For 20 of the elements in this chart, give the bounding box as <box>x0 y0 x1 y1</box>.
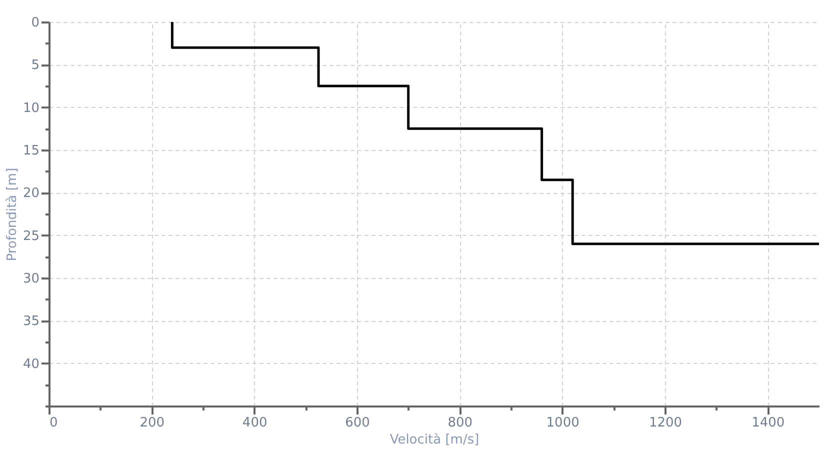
y-tick-label: 5 <box>31 58 40 74</box>
x-tick-label: 1400 <box>752 416 785 430</box>
x-tick-label: 400 <box>242 416 268 430</box>
x-tick-label: 200 <box>140 416 165 430</box>
x-tick-label: 0 <box>50 416 58 430</box>
x-tick-label: 1200 <box>648 416 682 430</box>
y-tick-label: 30 <box>22 272 40 286</box>
y-axis-title: Profondità [m] <box>4 168 20 262</box>
y-tick-label: 10 <box>22 100 40 116</box>
x-axis-title: Velocità [m/s] <box>390 432 480 448</box>
x-tick-label: 600 <box>345 416 370 430</box>
x-tick-label: 800 <box>448 416 473 430</box>
line-series <box>170 22 819 246</box>
y-tick-label: 15 <box>22 144 40 158</box>
y-tick-label: 25 <box>22 228 40 244</box>
y-tick-label: 35 <box>22 314 40 330</box>
y-tick-label: 0 <box>31 16 40 30</box>
y-tick-label: 20 <box>22 186 40 202</box>
x-tick-label: 1000 <box>546 416 580 430</box>
y-tick-label: 40 <box>22 356 40 372</box>
